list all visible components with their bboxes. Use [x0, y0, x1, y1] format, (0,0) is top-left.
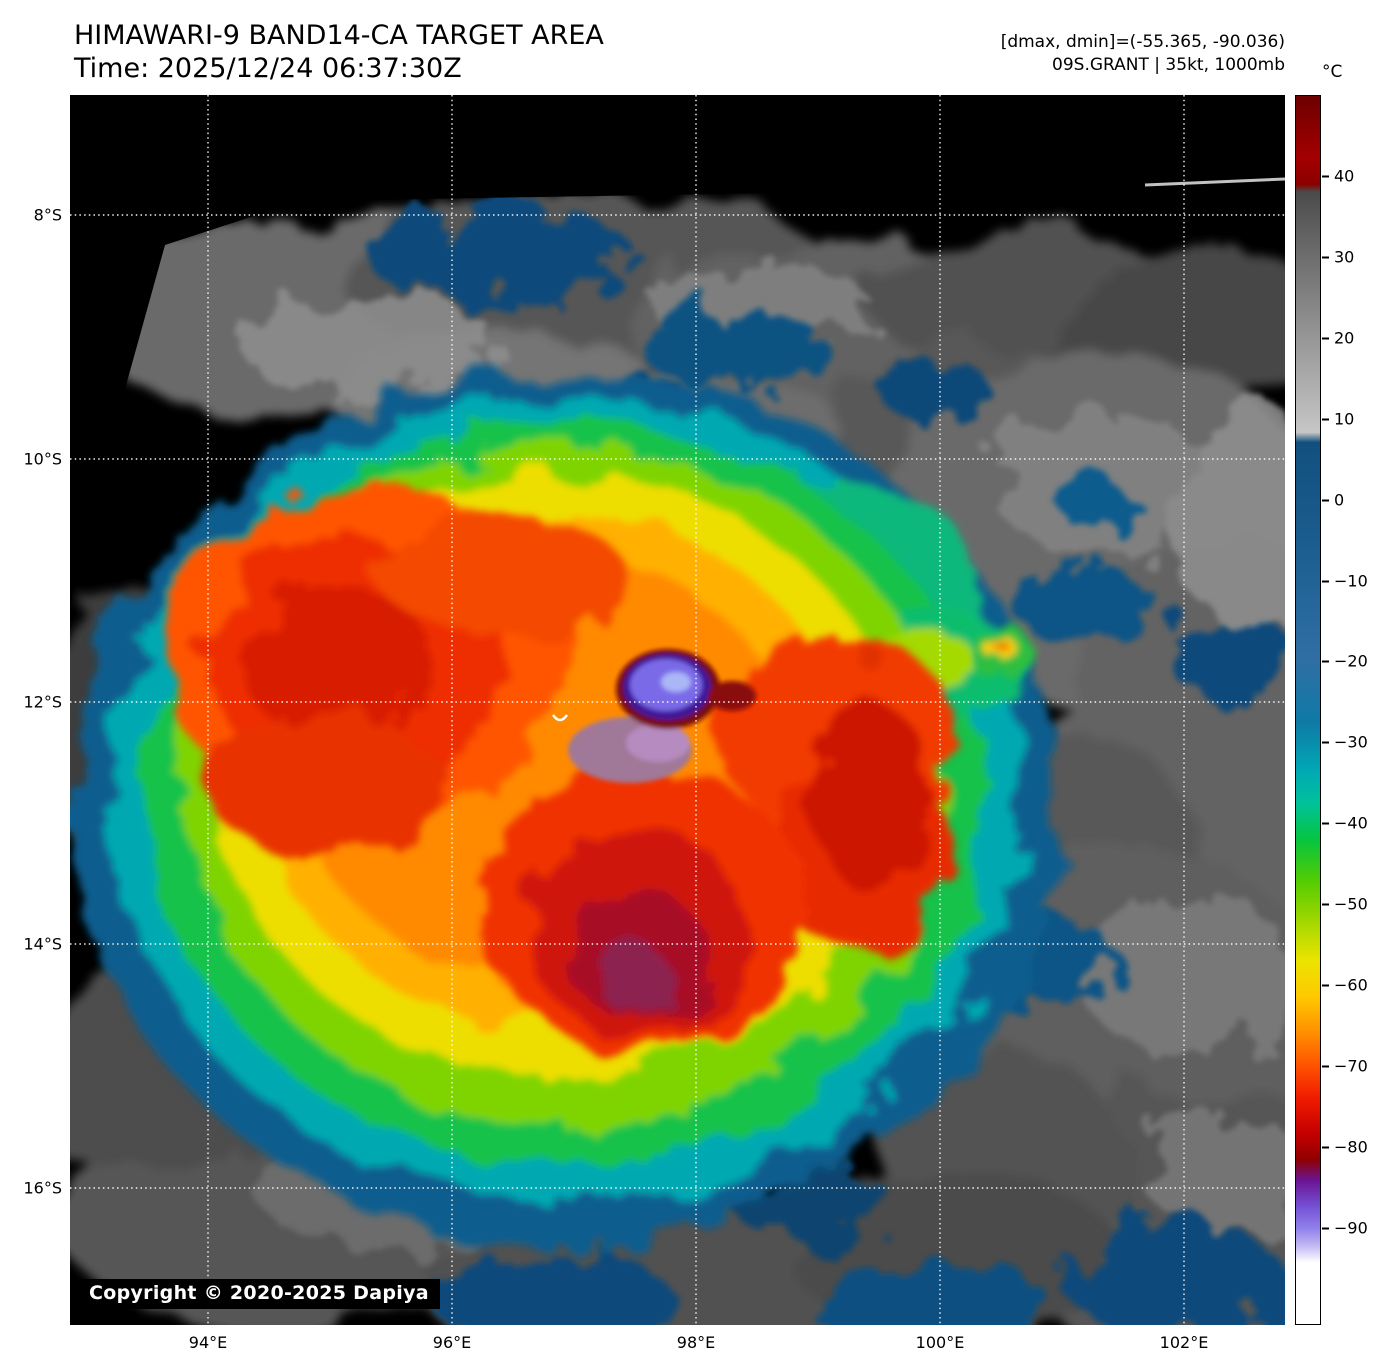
colorbar-tick-label: 20 — [1334, 328, 1355, 348]
colorbar-tick: 10 — [1322, 410, 1354, 429]
colorbar-tick-label: 40 — [1334, 166, 1355, 186]
colorbar-tick-label: −40 — [1334, 813, 1368, 833]
colorbar-tick: 20 — [1322, 329, 1354, 348]
colorbar-tick: −80 — [1322, 1138, 1368, 1157]
storm-eye — [568, 649, 756, 783]
tick-mark — [1322, 1146, 1329, 1148]
tick-mark — [1322, 903, 1329, 905]
product-time: Time: 2025/12/24 06:37:30Z — [74, 53, 462, 84]
swath-edge-mask — [70, 95, 1285, 605]
tick-mark — [1322, 822, 1329, 824]
colorbar-tick-label: 10 — [1334, 409, 1355, 429]
lon-label-96e: 96°E — [432, 1333, 472, 1352]
tick-mark — [1322, 418, 1329, 420]
colorbar-tick: −50 — [1322, 895, 1368, 914]
tick-mark — [1322, 1065, 1329, 1067]
colorbar-tick-label: −80 — [1334, 1137, 1368, 1157]
tick-mark — [1322, 580, 1329, 582]
dmax-dmin-readout: [dmax, dmin]=(-55.365, -90.036) — [1000, 32, 1285, 52]
colorbar-tick-label: −70 — [1334, 1056, 1368, 1076]
tick-mark — [1322, 660, 1329, 662]
dmin-marker-icon — [551, 714, 569, 722]
satellite-image — [70, 95, 1285, 1325]
lon-label-102e: 102°E — [1159, 1333, 1209, 1352]
colorbar-tick: −10 — [1322, 572, 1368, 591]
lat-label-10s: 10°S — [23, 449, 62, 469]
colorbar-gradient — [1296, 96, 1320, 1324]
tick-mark — [1322, 1227, 1329, 1229]
lat-label-16s: 16°S — [23, 1178, 62, 1198]
storm-cold-cores — [165, 490, 1026, 1052]
colorbar-tick: −20 — [1322, 652, 1368, 671]
copyright-label: Copyright © 2020-2025 Dapiya — [78, 1279, 440, 1309]
tick-mark — [1322, 337, 1329, 339]
lon-label-94e: 94°E — [188, 1333, 228, 1352]
colorbar-tick-label: −50 — [1334, 894, 1368, 914]
colorbar-unit-label: °C — [1322, 62, 1343, 82]
grid-lines — [70, 95, 1285, 1325]
tick-mark — [1322, 256, 1329, 258]
colorbar-tick: 0 — [1322, 491, 1344, 510]
colorbar-tick-label: 0 — [1334, 490, 1345, 510]
colorbar-tick-label: −10 — [1334, 571, 1368, 591]
swath-edge-highlight — [1144, 177, 1285, 187]
colorbar-tick: 40 — [1322, 167, 1354, 186]
lat-label-14s: 14°S — [23, 934, 62, 954]
lon-label-98e: 98°E — [676, 1333, 716, 1352]
storm-info-readout: 09S.GRANT | 35kt, 1000mb — [1052, 55, 1285, 75]
colorbar-tick: −70 — [1322, 1057, 1368, 1076]
colorbar-tick: 30 — [1322, 248, 1354, 267]
colorbar-tick: −90 — [1322, 1219, 1368, 1238]
lat-label-12s: 12°S — [23, 692, 62, 712]
lat-label-8s: 8°S — [33, 205, 62, 225]
colorbar-tick-label: 30 — [1334, 247, 1355, 267]
tick-mark — [1322, 175, 1329, 177]
product-title: HIMAWARI-9 BAND14-CA TARGET AREA — [74, 20, 604, 51]
colorbar — [1295, 95, 1321, 1325]
tick-mark — [1322, 984, 1329, 986]
colorbar-tick: −60 — [1322, 976, 1368, 995]
tick-mark — [1322, 741, 1329, 743]
colorbar-tick-label: −60 — [1334, 975, 1368, 995]
lon-label-100e: 100°E — [915, 1333, 965, 1352]
tick-mark — [1322, 499, 1329, 501]
colorbar-tick-label: −30 — [1334, 732, 1368, 752]
header-readouts: [dmax, dmin]=(-55.365, -90.036) 09S.GRAN… — [1001, 31, 1285, 77]
colorbar-tick-label: −20 — [1334, 651, 1368, 671]
map-area: Copyright © 2020-2025 Dapiya — [70, 95, 1285, 1325]
colorbar-tick-label: −90 — [1334, 1218, 1368, 1238]
colorbar-tick: −30 — [1322, 733, 1368, 752]
colorbar-tick: −40 — [1322, 814, 1368, 833]
